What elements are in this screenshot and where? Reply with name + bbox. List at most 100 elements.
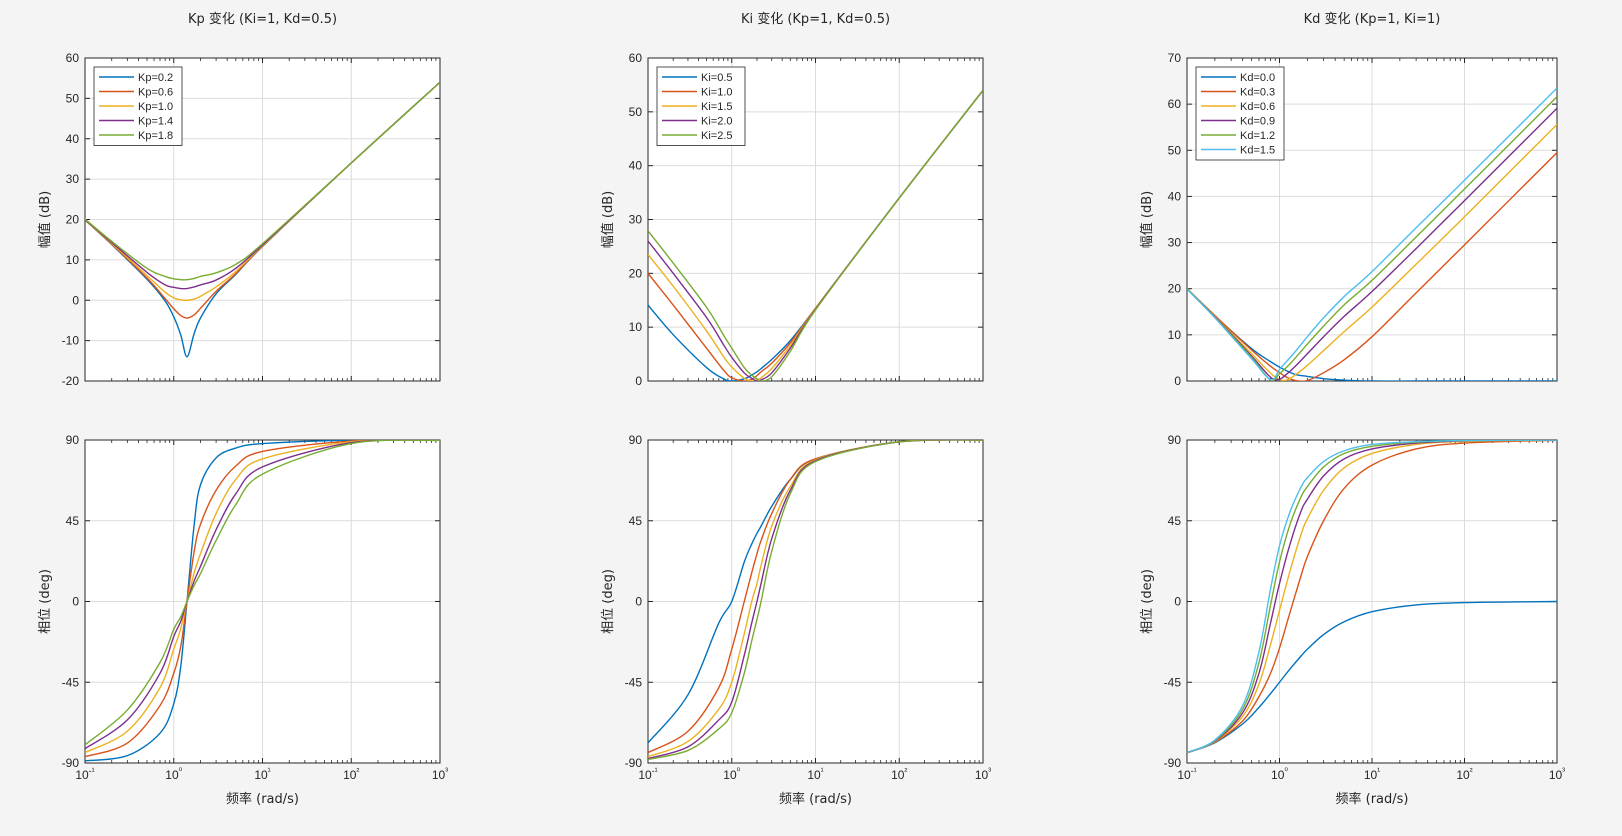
x-tick-label: 10² [891,766,907,782]
series-line-kd09 [1187,107,1557,381]
x-tick-label: 10³ [432,766,448,782]
y-tick-label: -90 [1164,756,1182,770]
y-tick-label: 30 [66,172,80,186]
chart-title: Ki 变化 (Kp=1, Kd=0.5) [741,11,890,27]
x-tick-label: 10⁰ [723,766,740,782]
y-tick-label: 10 [1168,328,1182,342]
series-line-kd12 [1187,96,1557,381]
series-line-kd15 [1187,440,1557,754]
series-line-kd03 [1187,152,1557,381]
chart-panel-6: -90 -45 0 45 90 10-¹ 10⁰ 10¹ 10² 10³ 频率 (rad/s) 相位 … [1140,433,1565,807]
series-group [648,89,983,381]
y-tick-label: 20 [1168,282,1182,296]
y-tick-label: 0 [1174,374,1181,388]
y-tick-label: 45 [66,514,80,528]
y-tick-label: 0 [72,293,79,307]
y-axis-label: 幅值 (dB) [37,191,53,248]
x-tick-label: 10³ [1549,766,1565,782]
legend-entry: Kp=1.8 [138,130,173,142]
y-tick-label: 70 [1168,51,1182,65]
y-tick-label: 60 [629,51,643,65]
legend: Ki=0.5 Ki=1.0 Ki=1.5 Ki=2.0 Ki=2.5 [656,66,746,146]
x-tick-label: 10¹ [807,766,823,782]
y-tick-label: 50 [629,105,643,119]
y-tick-label: 10 [66,253,80,267]
y-axis-label: 相位 (deg) [601,569,616,634]
legend-entry: Kd=0.0 [1240,72,1275,84]
legend-entry: Ki=2.0 [701,116,733,128]
y-tick-label: 20 [629,266,643,280]
x-tick-label: 10⁰ [165,766,182,782]
legend-entry: Ki=1.5 [701,101,733,113]
x-tick-label: 10² [343,766,359,782]
series-line-kp18 [85,440,440,746]
chart-panel-1: -20 -10 0 10 20 30 40 50 60 幅值 (dB) Kp 变化 (Ki=1, K… [37,11,441,388]
y-tick-label: 60 [1168,97,1182,111]
x-tick-label: 10⁰ [1271,766,1288,782]
series-group [85,81,440,358]
y-axis-label: 幅值 (dB) [1139,191,1155,248]
y-tick-label: -45 [62,675,80,689]
legend-entry: Ki=1.0 [701,87,733,99]
y-tick-label: 45 [1168,514,1182,528]
series-line-kp10 [85,440,440,754]
y-tick-label: -90 [625,756,643,770]
chart-panel-2: 0 10 20 30 40 50 60 幅值 (dB) Ki 变化 (Kp=1, Kd=0.5)… [600,11,984,388]
chart-title: Kp 变化 (Ki=1, Kd=0.5) [188,11,337,27]
legend: Kp=0.2 Kp=0.6 Kp=1.0 Kp=1.4 Kp=1.8 [93,66,183,146]
x-tick-label: 10-¹ [638,766,657,782]
legend-entry: Kd=1.5 [1240,145,1275,157]
chart-panel-5: -90 -45 0 45 90 10-¹ 10⁰ 10¹ 10² 10³ 频率 (rad/s) 相位 … [601,433,991,807]
series-group [1187,440,1557,754]
series-line-kp06 [85,440,440,758]
y-tick-label: 20 [66,213,80,227]
chart-panel-4: -90 -45 0 45 90 10-¹ 10⁰ 10¹ 10² 10³ 频率 (rad/s) 相位 … [38,433,448,807]
plot-grid: -20 -10 0 10 20 30 40 50 60 幅值 (dB) Kp 变化 (Ki=1, K… [37,11,1565,807]
legend-entry: Kp=0.2 [138,72,173,84]
legend-entry: Ki=2.5 [701,130,733,142]
x-axis-label: 频率 (rad/s) [226,791,299,807]
y-tick-label: 90 [629,433,643,447]
y-tick-label: 30 [1168,236,1182,250]
y-tick-label: 40 [1168,189,1182,203]
series-line-kd15 [1187,87,1557,381]
series-line-ki25 [648,89,983,381]
series-line-kd00 [1187,600,1557,754]
y-tick-label: 60 [66,51,80,65]
y-tick-label: 0 [1174,595,1181,609]
y-tick-label: 40 [629,159,643,173]
legend-entry: Kd=0.3 [1240,87,1275,99]
series-line-kd00 [1187,288,1557,381]
x-tick-label: 10-¹ [1177,766,1196,782]
y-axis-label: 相位 (deg) [1140,569,1155,634]
x-tick-label: 10² [1456,766,1472,782]
legend-entry: Kd=0.9 [1240,116,1275,128]
y-tick-label: -10 [62,334,80,348]
legend-entry: Kp=1.0 [138,101,173,113]
series-group [648,440,983,761]
y-tick-label: 50 [1168,143,1182,157]
y-tick-label: -45 [625,675,643,689]
y-tick-label: 45 [629,514,643,528]
legend-entry: Kp=1.4 [138,116,173,128]
y-tick-label: -20 [62,374,80,388]
y-tick-label: 0 [635,374,642,388]
series-group [1187,87,1557,381]
y-tick-label: 40 [66,132,80,146]
y-tick-label: -90 [62,756,80,770]
y-axis-label: 相位 (deg) [38,569,53,634]
legend-entry: Kd=0.6 [1240,101,1275,113]
y-tick-label: 0 [635,595,642,609]
y-tick-label: 90 [1168,433,1182,447]
series-line-kp18 [85,81,440,281]
series-line-kd03 [1187,440,1557,754]
x-axis-label: 频率 (rad/s) [1336,791,1409,807]
x-axis-label: 频率 (rad/s) [779,791,852,807]
series-line-kp14 [85,440,440,750]
y-tick-label: 0 [72,595,79,609]
x-tick-label: 10¹ [1364,766,1380,782]
series-line-ki25 [648,440,983,761]
x-tick-label: 10-¹ [75,766,94,782]
chart-title: Kd 变化 (Kp=1, Ki=1) [1304,11,1441,27]
